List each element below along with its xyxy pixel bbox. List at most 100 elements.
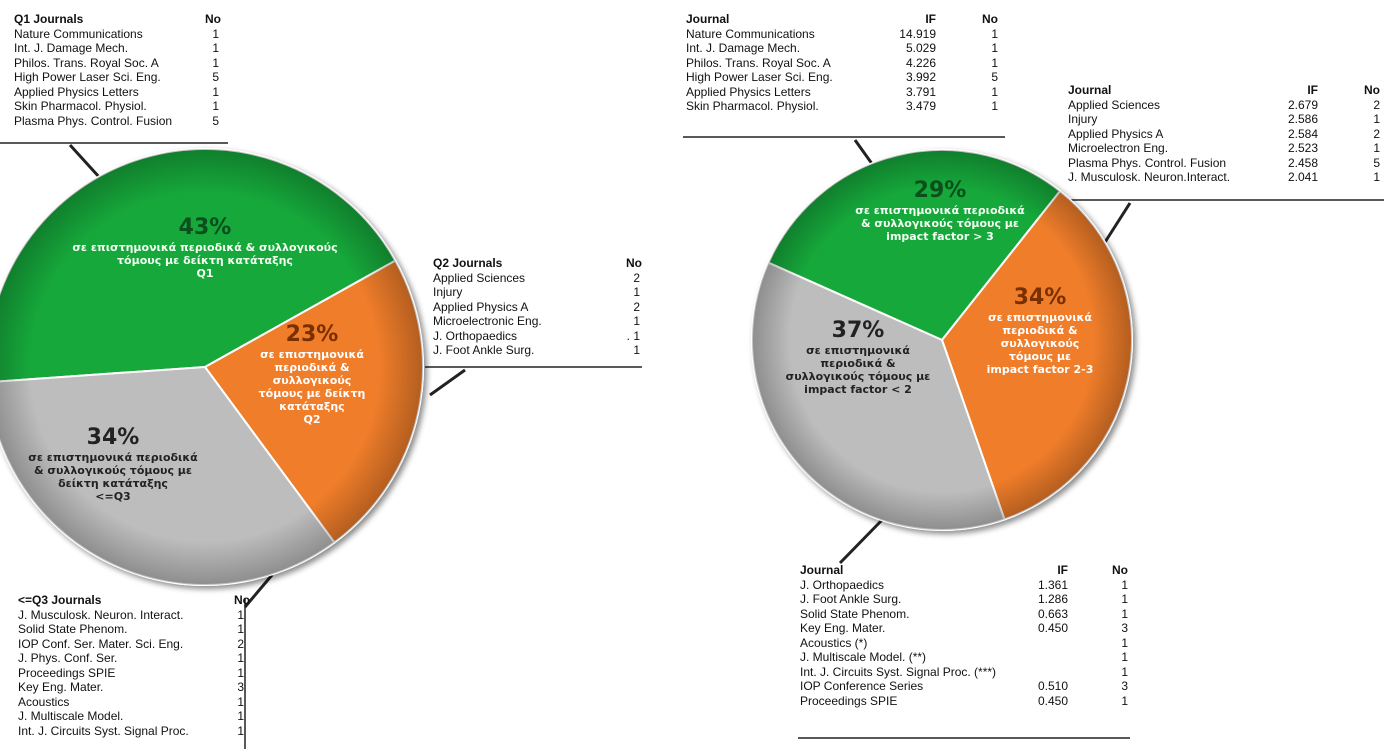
table-cell: J. Foot Ankle Surg. [433,343,535,357]
table-cell: 2 [1373,97,1380,112]
table-cell: 1 [633,343,640,357]
table-cell: 5 [1373,155,1380,170]
table-cell: 0.450 [1037,621,1068,635]
table-cell [1000,636,1068,651]
slice-label: 43% σε επιστημονικά περιοδικά & συλλογικο… [72,215,337,280]
table-cell: 1 [1121,664,1128,679]
leader [838,518,884,565]
table-cell: 2.679 [1287,97,1318,112]
slice-label: 37% σε επιστημονικά περιοδικά & συλλογικο… [786,318,931,396]
table-header: Journal [1068,83,1112,97]
table-cell: 2.586 [1287,112,1318,126]
table-header: No [626,256,642,270]
table-cell: IOP Conference Series [800,679,924,693]
table-cell: J. Musculosk. Neuron. Interact. [18,607,184,622]
table-cell: 1 [991,26,998,41]
table-cell [1000,650,1068,665]
table-cell: 3.791 [905,84,936,99]
table-cell: J. Orthopaedics [800,577,885,592]
table-cell: 1 [1121,592,1128,606]
table-cell: Int. J. Damage Mech. [14,41,129,55]
table-cell: 2 [633,299,640,314]
table-cell: 1 [212,84,219,99]
callout-lines [0,136,1384,749]
journal-table: Journal IF No J. Orthopaedics 1.361 1 J. Foot … [800,563,1128,708]
table-cell: Acoustics (*) [800,635,868,650]
table-cell: 0.663 [1037,606,1068,621]
slice-category: σε επιστημονικά περιοδικά & συλλογικούς … [986,311,1094,376]
table-header: Q1 Journals [14,12,84,26]
table-cell: Acoustics [18,694,70,709]
table-cell: 1 [1121,650,1128,664]
table-cell: 1 [237,694,244,709]
table-cell: 1 [633,285,640,299]
table-header: No [1364,83,1380,97]
table-cell: 1 [237,622,244,636]
table-cell: Applied Physics A [1068,126,1164,141]
journal-table: Journal IF No Nature Communications 14.919 1 I… [686,12,998,114]
table-cell: 2.458 [1287,155,1318,170]
table-header: No [982,12,998,26]
table-cell: Applied Physics Letters [14,84,139,99]
table-cell: 3.992 [905,70,936,84]
table-cell: 5 [212,113,219,128]
table-header: No [205,12,221,26]
journal-table: Journal IF No Applied Sciences 2.679 2 Injury 2… [1068,83,1380,185]
table-cell: J. Multiscale Model. [18,709,124,723]
table-cell: 1 [991,41,998,55]
table-cell: 0.450 [1037,693,1068,708]
table-cell: 1 [633,314,640,328]
table-cell: 1 [1373,112,1380,126]
table-cell: 2.041 [1287,170,1318,184]
table-cell: 1 [212,41,219,55]
table-cell: 1 [1121,577,1128,592]
table-cell: Plasma Phys. Control. Fusion [14,113,173,128]
table-cell: 1 [237,665,244,680]
table-cell: 1 [237,723,244,738]
table-cell: Proceedings SPIE [800,693,898,708]
table-cell: 1 [1373,170,1380,184]
table-cell: Int. J. Circuits Syst. Signal Proc. (***… [800,664,997,679]
table-header: IF [1057,563,1068,577]
table-cell: 3 [237,680,244,694]
slice-value-label: 34% [1013,285,1067,310]
table-cell: Injury [433,285,463,299]
table-cell: 1 [1121,635,1128,650]
table-cell: Microelectronic Eng. [433,314,542,328]
table-cell: Skin Pharmacol. Physiol. [14,99,147,113]
table-cell: . 1 [626,328,640,343]
table-cell: High Power Laser Sci. Eng. [686,70,833,84]
slice-label: 34% σε επιστημονικά περιοδικά & συλλογικο… [987,285,1094,376]
table-cell: 2.523 [1287,141,1318,155]
table-cell: J. Orthopaedics [433,328,518,343]
table-cell: Nature Communications [14,26,143,41]
table-cell: 1 [212,26,219,41]
table-cell: Plasma Phys. Control. Fusion [1068,155,1227,170]
table-cell: 5 [991,70,998,84]
table-cell: 2 [237,636,244,651]
table-cell: Key Eng. Mater. [18,680,104,694]
table-cell: J. Musculosk. Neuron.Interact. [1068,170,1231,184]
table-cell: 1 [212,55,219,70]
slice-category: σε επιστημονικά περιοδικά & συλλογικούς … [258,348,366,426]
table-header: Journal [686,12,730,26]
table-cell: 2 [633,270,640,285]
table-cell: 1.286 [1037,592,1068,606]
table-cell: 1 [991,84,998,99]
journal-table: <=Q3 Journals No J. Musculosk. Neuron. Int… [18,593,250,738]
table-header: No [1112,563,1128,577]
table-cell: 1.361 [1037,577,1068,592]
table-cell: Proceedings SPIE [18,665,116,680]
table-cell: 3 [1121,679,1128,693]
table-cell: J. Phys. Conf. Ser. [18,651,118,665]
journal-table: Q2 Journals No Applied Sciences 2 Injury 1 App… [433,256,642,358]
slice-value-label: 23% [285,322,339,347]
table-cell: 1 [237,607,244,622]
table-header: Journal [800,563,844,577]
table-cell: Solid State Phenom. [18,622,128,636]
journal-table: Q1 Journals No Nature Communications 1 Int. … [14,12,221,128]
slice-value-label: 29% [913,178,967,203]
table-cell: 5 [212,70,219,84]
